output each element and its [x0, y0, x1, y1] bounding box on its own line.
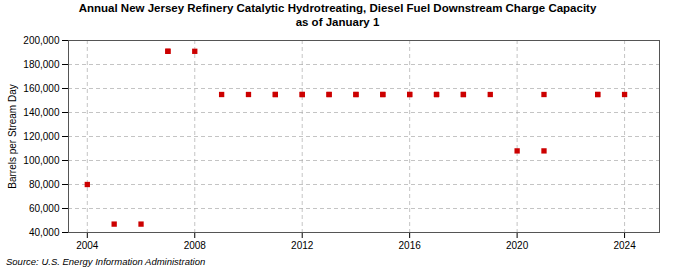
svg-text:80,000: 80,000 [29, 178, 60, 189]
svg-text:2016: 2016 [399, 239, 422, 250]
html-text:Source: U.S. Energy Informatio: Source: U.S. Energy Information Administ… [6, 255, 206, 267]
svg-text:Barrels per Stream Day: Barrels per Stream Day [7, 84, 18, 188]
html-text:Annual New Jersey Refinery Cat: Annual New Jersey Refinery Catalytic Hyd… [78, 2, 597, 28]
svg-text:2008: 2008 [184, 239, 207, 250]
svg-text:180,000: 180,000 [23, 58, 60, 69]
svg-text:160,000: 160,000 [23, 82, 60, 93]
svg-text:200,000: 200,000 [23, 34, 60, 45]
svg-text:2004: 2004 [76, 239, 99, 250]
svg-text:40,000: 40,000 [29, 226, 60, 237]
svg-text:2024: 2024 [613, 239, 636, 250]
svg-text:2012: 2012 [291, 239, 314, 250]
svg-text:140,000: 140,000 [23, 106, 60, 117]
svg-text:100,000: 100,000 [23, 154, 60, 165]
svg-text:60,000: 60,000 [29, 202, 60, 213]
svg-text:120,000: 120,000 [23, 130, 60, 141]
svg-text:2020: 2020 [506, 239, 529, 250]
